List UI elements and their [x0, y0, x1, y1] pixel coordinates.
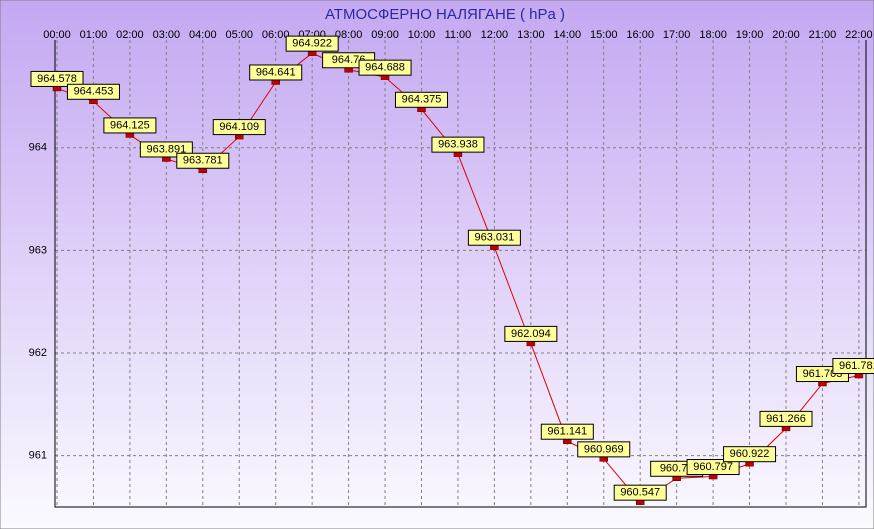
x-tick-label: 14:00: [554, 29, 582, 41]
data-label-box: [540, 423, 594, 440]
data-label: 960.922: [730, 448, 770, 460]
chart-title: АТМОСФЕРНО НАЛЯГАНЕ ( hPa ): [325, 6, 565, 23]
data-label: 964.453: [74, 86, 114, 98]
data-label-box: [212, 119, 266, 136]
data-label: 961.141: [547, 426, 587, 438]
data-label: 964.375: [402, 94, 442, 106]
y-tick-label: 963: [29, 244, 47, 256]
data-label-box: [723, 446, 777, 463]
y-tick-label: 964: [29, 142, 47, 154]
data-label-box: [30, 70, 84, 87]
x-tick-label: 01:00: [80, 29, 108, 41]
data-label-box: [577, 441, 631, 458]
plot-frame: [54, 40, 867, 508]
data-label-box: [613, 484, 667, 501]
data-label-box: [66, 83, 120, 100]
x-tick-label: 11:00: [445, 29, 472, 41]
data-label: 960.547: [620, 487, 660, 499]
y-tick-label: 961: [29, 450, 47, 462]
x-tick-label: 16:00: [626, 29, 654, 41]
x-tick-label: 18:00: [699, 29, 727, 41]
data-label-box: [285, 35, 339, 52]
data-label: 963.938: [438, 139, 478, 151]
data-label-box: [832, 358, 874, 375]
x-tick-label: 05:00: [225, 29, 253, 41]
data-label-box: [686, 459, 740, 476]
data-label-box: [759, 410, 813, 427]
data-label: 963.891: [146, 143, 186, 155]
data-label: 964.125: [110, 119, 150, 131]
data-label: 964.109: [219, 121, 259, 133]
x-tick-label: 00:00: [43, 29, 71, 41]
x-tick-label: 13:00: [517, 29, 545, 41]
x-tick-label: 04:00: [189, 29, 217, 41]
data-label: 964.578: [37, 73, 77, 85]
data-label-box: [103, 117, 157, 134]
x-tick-label: 09:00: [371, 29, 399, 41]
data-label: 964.641: [256, 66, 296, 78]
data-label: 964.688: [365, 62, 405, 74]
data-label-box: [467, 229, 521, 246]
data-label: 960.78: [660, 463, 694, 475]
data-label: 960.969: [584, 443, 624, 455]
data-label: 964.922: [292, 38, 332, 50]
x-tick-label: 15:00: [590, 29, 618, 41]
x-tick-label: 21:00: [809, 29, 837, 41]
data-label: 961.781: [839, 360, 874, 372]
data-label-box: [358, 59, 412, 76]
data-label: 963.031: [475, 232, 515, 244]
data-label-box: [504, 325, 558, 342]
x-tick-label: 17:00: [663, 29, 691, 41]
x-tick-label: 03:00: [153, 29, 181, 41]
x-tick-label: 08:00: [335, 29, 363, 41]
x-tick-label: 12:00: [481, 29, 509, 41]
y-tick-label: 962: [29, 347, 47, 359]
x-tick-label: 19:00: [736, 29, 764, 41]
data-label-box: [431, 136, 485, 153]
data-label-box: [249, 64, 303, 81]
data-label: 962.094: [511, 328, 551, 340]
data-label: 961.266: [766, 413, 806, 425]
data-label: 961.703: [803, 368, 843, 380]
x-tick-label: 02:00: [116, 29, 144, 41]
data-label-box: [176, 152, 230, 169]
data-label: 963.781: [183, 155, 223, 167]
x-tick-label: 20:00: [772, 29, 800, 41]
x-tick-label: 22:00: [845, 29, 873, 41]
x-tick-label: 10:00: [408, 29, 436, 41]
x-tick-label: 06:00: [262, 29, 290, 41]
data-label: 964.76: [332, 54, 366, 66]
data-label-box: [395, 91, 448, 108]
data-label: 960.797: [693, 461, 733, 473]
